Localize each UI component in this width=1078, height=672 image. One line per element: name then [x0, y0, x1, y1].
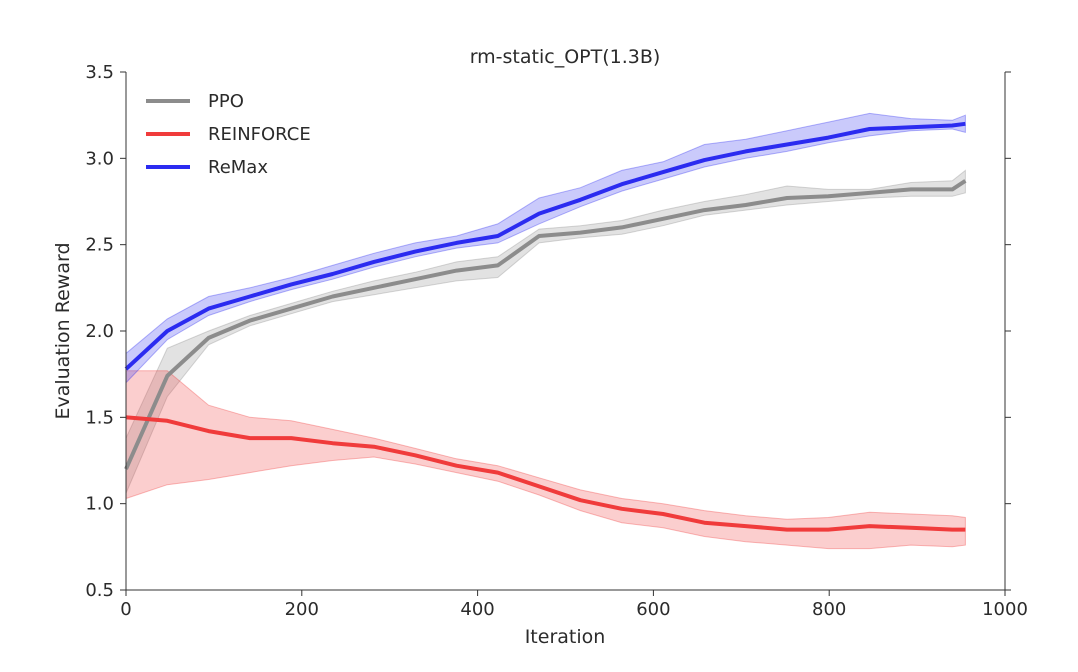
x-tick-label: 0 — [120, 599, 131, 620]
x-tick-label: 400 — [460, 599, 494, 620]
legend-label-ppo: PPO — [208, 91, 244, 112]
y-tick-label: 3.0 — [85, 148, 114, 169]
legend: PPO REINFORCE ReMax — [146, 91, 311, 178]
chart-title: rm-static_OPT(1.3B) — [470, 46, 661, 68]
x-axis-label: Iteration — [525, 626, 606, 648]
y-axis-label: Evaluation Reward — [52, 242, 74, 419]
legend-label-remax: ReMax — [208, 157, 268, 178]
y-tick-label: 0.5 — [85, 580, 114, 601]
x-tick-label: 600 — [636, 599, 670, 620]
band-reinforce — [125, 370, 966, 550]
legend-label-reinforce: REINFORCE — [208, 124, 311, 145]
x-tick-label: 1000 — [982, 599, 1028, 620]
y-tick-label: 1.5 — [85, 407, 114, 428]
series-line-ppo — [124, 179, 967, 470]
y-tick-label: 1.0 — [85, 494, 114, 515]
y-ticks: 0.5 1.0 1.5 2.0 2.5 3.0 3.5 — [85, 62, 1011, 601]
y-tick-label: 2.5 — [85, 235, 114, 256]
y-tick-label: 2.0 — [85, 321, 114, 342]
y-tick-label: 3.5 — [85, 62, 114, 83]
confidence-bands — [125, 112, 966, 550]
x-tick-label: 800 — [812, 599, 846, 620]
x-ticks: 0 200 400 600 800 1000 — [120, 590, 1028, 620]
x-tick-label: 200 — [285, 599, 319, 620]
series-line-reinforce — [125, 415, 966, 532]
series-line-remax — [124, 121, 966, 371]
series-lines — [124, 121, 967, 532]
band-remax — [125, 112, 966, 385]
